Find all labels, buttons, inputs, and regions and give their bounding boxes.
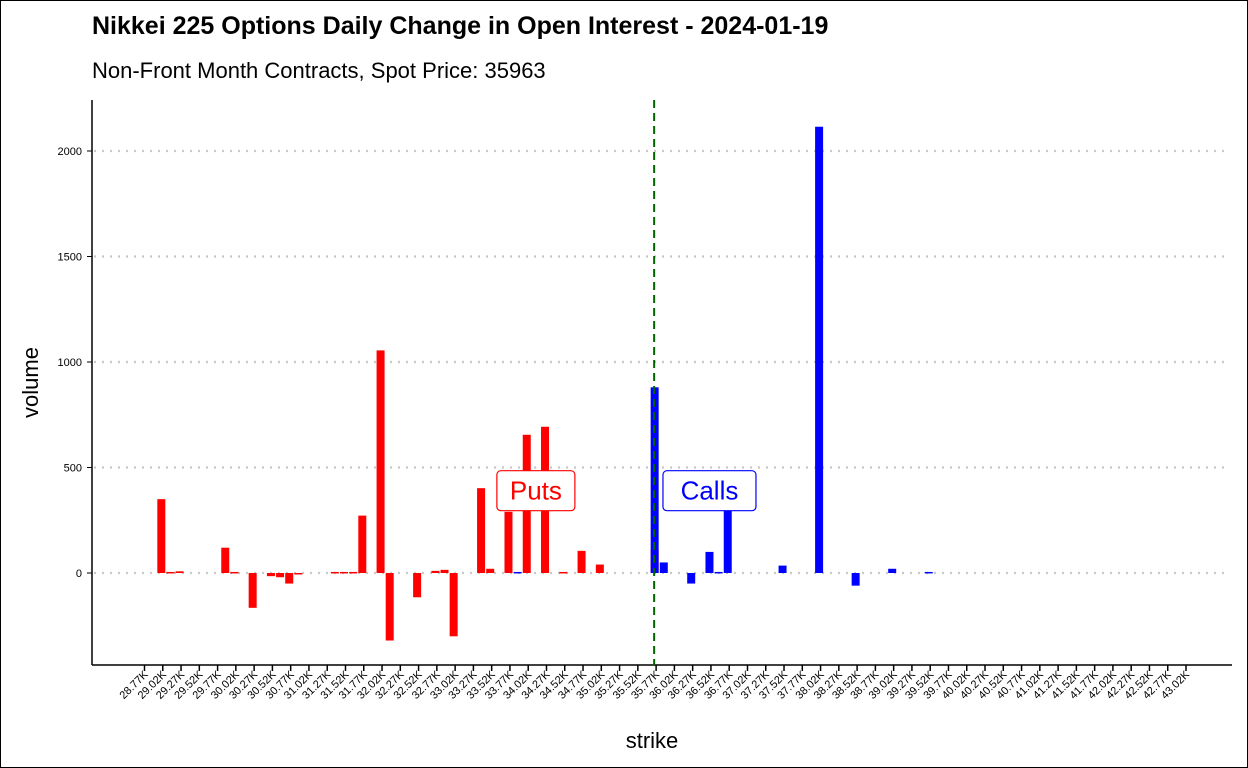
puts-bar <box>431 570 440 573</box>
puts-bar <box>221 547 230 573</box>
calls-bar <box>687 573 696 584</box>
y-tick-label: 1000 <box>58 357 82 369</box>
calls-bar <box>815 126 824 574</box>
annotation-box-calls <box>662 470 757 512</box>
puts-bar <box>486 568 495 573</box>
puts-bar <box>230 571 239 574</box>
puts-bar <box>385 573 394 641</box>
puts-bar <box>559 571 568 574</box>
calls-bar <box>924 571 933 574</box>
puts-bar <box>157 499 166 573</box>
puts-bar <box>595 564 604 573</box>
puts-bar <box>166 571 175 574</box>
annotation-box-puts <box>496 470 576 512</box>
annotation-label-calls: Calls <box>681 476 739 506</box>
calls-bar <box>714 571 723 574</box>
puts-bar <box>449 573 458 637</box>
x-axis-title: strike <box>626 728 679 753</box>
calls-bar <box>888 568 897 573</box>
puts-bar <box>340 571 349 574</box>
chart-title: Nikkei 225 Options Daily Change in Open … <box>92 12 829 40</box>
puts-bar <box>175 571 184 573</box>
puts-bar <box>330 571 339 574</box>
y-tick-label: 0 <box>76 568 82 580</box>
annotation-label-puts: Puts <box>510 476 562 506</box>
calls-bar <box>851 573 860 586</box>
y-tick-label: 2000 <box>58 146 82 158</box>
y-axis-title: volume <box>18 347 43 418</box>
puts-bar <box>276 573 285 578</box>
calls-bar <box>778 565 787 573</box>
puts-bar <box>358 515 367 573</box>
puts-bar <box>577 550 586 573</box>
y-tick-label: 500 <box>64 463 82 475</box>
puts-bar <box>285 573 294 584</box>
puts-bar <box>349 571 358 574</box>
calls-bar <box>513 571 522 574</box>
calls-bar <box>659 562 668 573</box>
puts-bar <box>413 573 422 598</box>
puts-bar <box>440 569 449 573</box>
puts-bar <box>477 488 486 573</box>
calls-bar <box>705 551 714 573</box>
puts-bar <box>376 350 385 573</box>
chart-subtitle: Non-Front Month Contracts, Spot Price: 3… <box>92 58 546 83</box>
calls-bar <box>723 471 732 573</box>
puts-bar <box>294 573 303 575</box>
puts-bar <box>266 573 275 577</box>
y-tick-label: 1500 <box>58 252 82 264</box>
puts-bar <box>248 573 257 608</box>
puts-bar <box>504 511 513 573</box>
